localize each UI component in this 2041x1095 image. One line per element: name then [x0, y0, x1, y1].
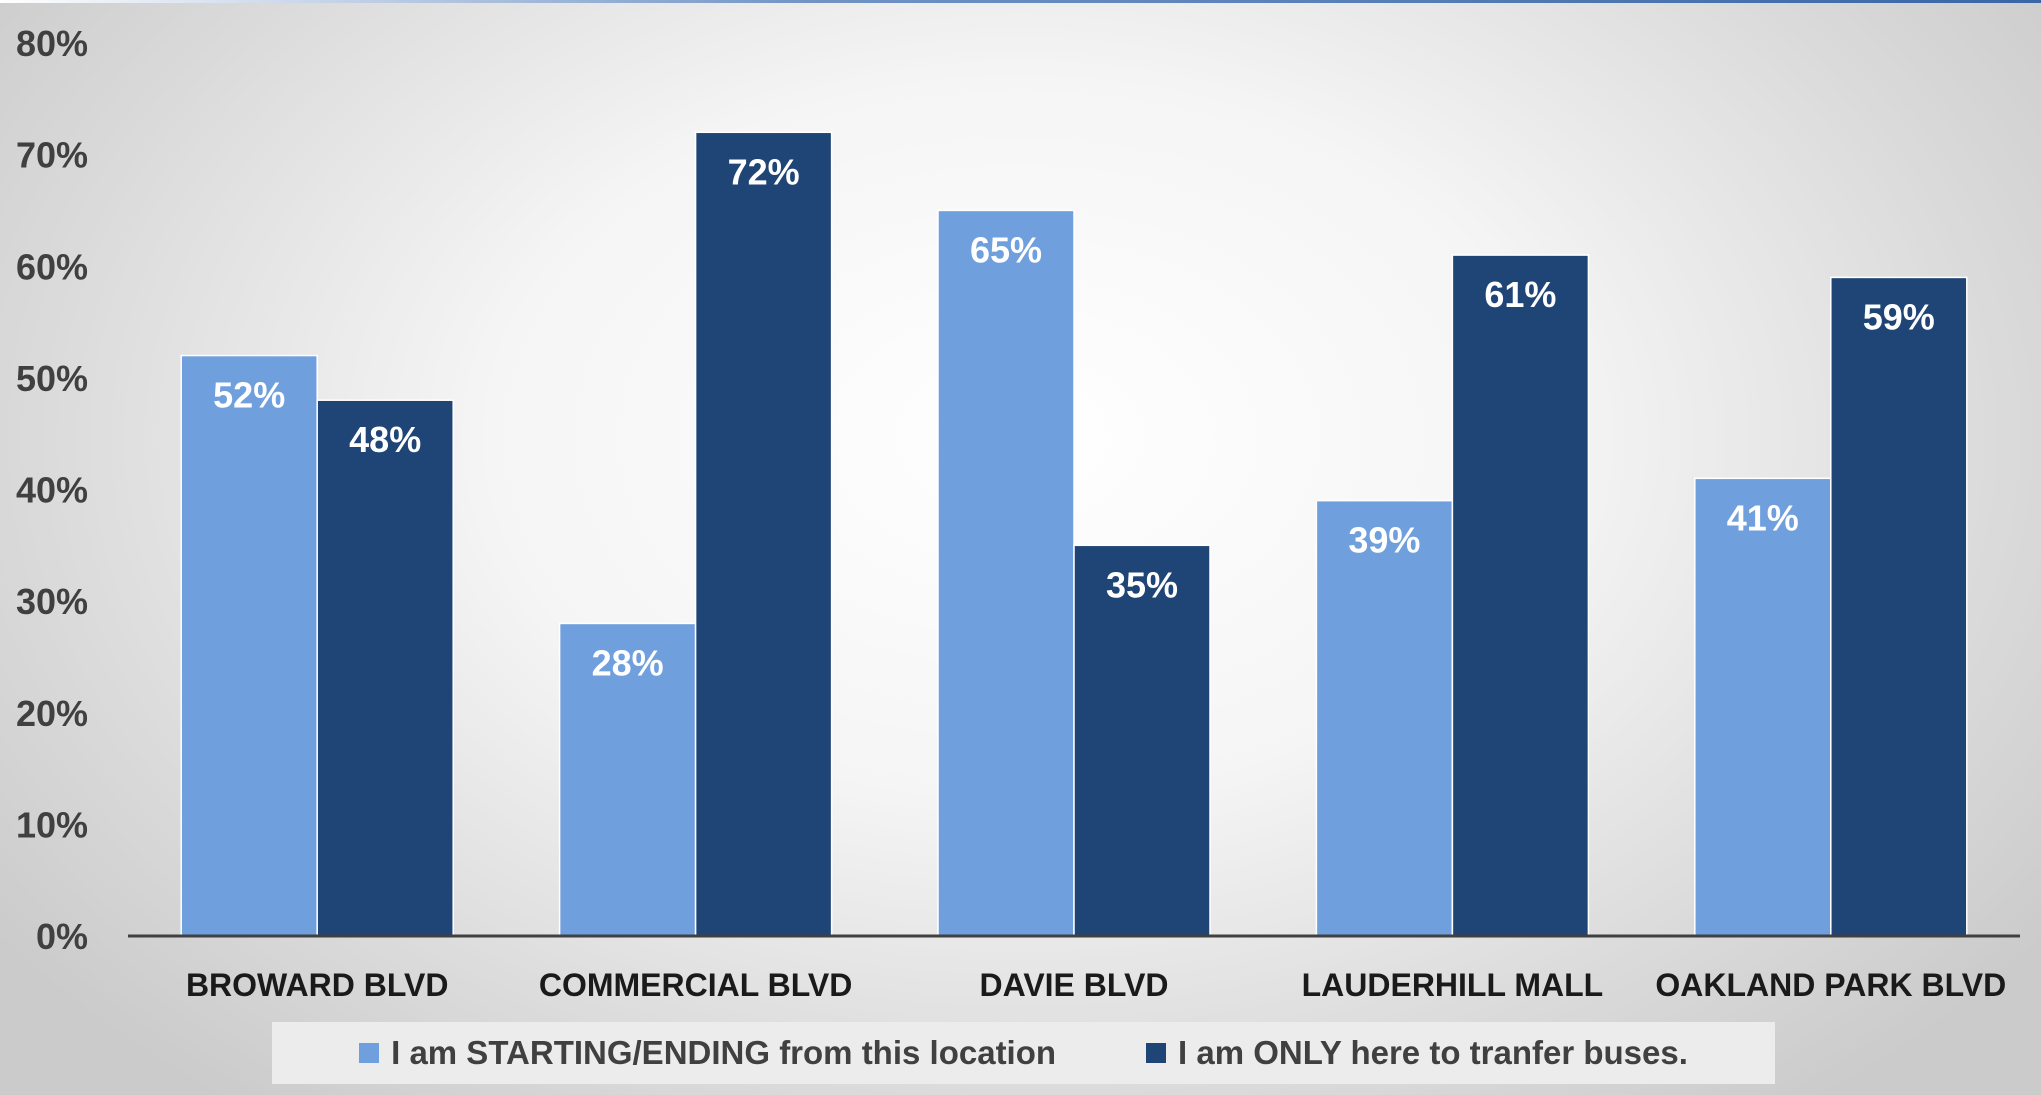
- data-label: 39%: [1348, 520, 1420, 561]
- data-label: 59%: [1863, 296, 1935, 337]
- y-tick-label: 0%: [36, 916, 88, 957]
- top-accent-line: [0, 0, 2041, 3]
- bar-starting-ending: [558, 622, 697, 937]
- data-label: 61%: [1484, 274, 1556, 315]
- bar-starting-ending: [180, 354, 318, 937]
- bar-transfer: [694, 131, 833, 937]
- y-tick-label: 10%: [16, 804, 88, 845]
- bar-starting-ending: [937, 209, 1075, 937]
- legend-item-starting-ending: I am STARTING/ENDING from this location: [359, 1034, 1056, 1072]
- x-category-label: COMMERCIAL BLVD: [539, 967, 852, 1003]
- y-tick-label: 50%: [16, 358, 88, 399]
- y-tick-label: 80%: [16, 23, 88, 64]
- bar-starting-ending: [1694, 477, 1832, 937]
- data-label: 41%: [1727, 497, 1799, 538]
- bar-transfer: [1451, 254, 1590, 937]
- data-label: 48%: [349, 419, 421, 460]
- bar-chart: 0% 10% 20% 30% 40% 50% 60% 70% 80% 52% 48% 28% 72% 6…: [16, 23, 2020, 1003]
- bar-group: [180, 131, 1968, 937]
- data-label: 72%: [728, 151, 800, 192]
- data-label: 52%: [213, 375, 285, 416]
- legend-item-transfer: I am ONLY here to tranfer buses.: [1146, 1034, 1688, 1072]
- data-label: 28%: [592, 642, 664, 683]
- y-tick-label: 30%: [16, 581, 88, 622]
- bar-transfer: [316, 399, 454, 937]
- y-axis-labels: 0% 10% 20% 30% 40% 50% 60% 70% 80%: [16, 23, 88, 957]
- data-label: 35%: [1106, 564, 1178, 605]
- data-label-group: 52% 48% 28% 72% 65% 35% 39% 61% 41% 59%: [213, 151, 1935, 683]
- legend-swatch-dark: [1146, 1043, 1167, 1063]
- legend: I am STARTING/ENDING from this location …: [272, 1022, 1775, 1084]
- bar-transfer: [1830, 276, 1968, 937]
- legend-swatch-light: [359, 1043, 380, 1063]
- y-tick-label: 40%: [16, 470, 88, 511]
- data-label: 65%: [970, 229, 1042, 270]
- bar-starting-ending: [1315, 499, 1454, 937]
- category-labels: BROWARD BLVD COMMERCIAL BLVD DAVIE BLVD LAU…: [186, 967, 2006, 1003]
- x-category-label: DAVIE BLVD: [979, 967, 1168, 1003]
- x-category-label: LAUDERHILL MALL: [1302, 967, 1604, 1003]
- x-category-label: OAKLAND PARK BLVD: [1655, 967, 2006, 1003]
- bar-transfer: [1073, 544, 1211, 937]
- x-category-label: BROWARD BLVD: [186, 967, 449, 1003]
- y-tick-label: 20%: [16, 693, 88, 734]
- legend-label: I am STARTING/ENDING from this location: [391, 1034, 1057, 1071]
- y-tick-label: 60%: [16, 246, 88, 287]
- legend-label: I am ONLY here to tranfer buses.: [1178, 1034, 1688, 1071]
- y-tick-label: 70%: [16, 135, 88, 176]
